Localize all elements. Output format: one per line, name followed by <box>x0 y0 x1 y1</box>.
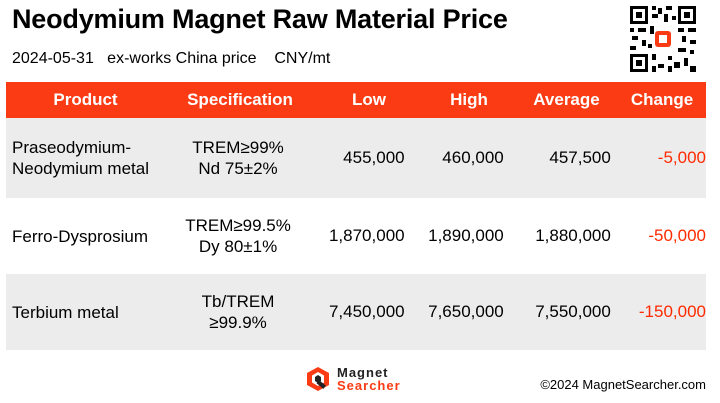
product-name-line: Ferro-Dysprosium <box>12 226 149 246</box>
specification-line: TREM≥99% <box>192 138 284 157</box>
column-header-average: Average <box>533 90 600 109</box>
average-price-cell: 457,500 <box>549 148 611 167</box>
specification-line: TREM≥99.5% <box>185 216 291 235</box>
table-row: Terbium metal Tb/TREM ≥99.9% 7,450,000 7… <box>6 274 706 350</box>
logo-line-1: Magnet <box>337 365 389 380</box>
magnet-searcher-logo-icon <box>307 367 329 391</box>
specification-line: Dy 80±1% <box>198 237 278 256</box>
specification-cell: TREM≥99% Nd 75±2% <box>164 137 313 179</box>
change-cell: -5,000 <box>657 148 706 167</box>
column-header-specification: Specification <box>187 90 293 109</box>
product-name-line: Neodymium metal <box>12 159 149 178</box>
logo-line-2: Searcher <box>337 378 401 393</box>
high-price-cell: 7,650,000 <box>428 302 504 321</box>
product-cell: Praseodymium- Neodymium metal <box>6 137 164 179</box>
product-name-line: Praseodymium- <box>12 138 132 157</box>
qr-code-icon[interactable] <box>628 4 698 74</box>
column-header-high: High <box>450 90 488 109</box>
specification-cell: TREM≥99.5% Dy 80±1% <box>164 215 313 257</box>
copyright-notice: ©2024 MagnetSearcher.com <box>540 377 706 392</box>
high-price-cell: 460,000 <box>442 148 504 167</box>
change-cell: -150,000 <box>638 302 706 321</box>
column-header-low: Low <box>352 90 386 109</box>
average-price-cell: 1,880,000 <box>535 226 611 245</box>
change-cell: -50,000 <box>648 226 706 245</box>
specification-line: Nd 75±2% <box>198 159 278 178</box>
page-subtitle: 2024-05-31 ex-works China price CNY/mt <box>12 50 331 67</box>
table-row: Ferro-Dysprosium TREM≥99.5% Dy 80±1% 1,8… <box>6 198 706 274</box>
average-price-cell: 7,550,000 <box>535 302 611 321</box>
specification-line: Tb/TREM <box>201 292 275 311</box>
specification-line: ≥99.9% <box>209 313 267 332</box>
table-header: Product Specification Low High Average C… <box>6 82 706 118</box>
product-cell: Terbium metal <box>6 302 164 323</box>
product-name-line: Terbium metal <box>12 302 119 322</box>
low-price-cell: 1,870,000 <box>328 226 405 245</box>
column-header-product: Product <box>53 90 118 109</box>
column-header-change: Change <box>630 90 694 109</box>
price-table: Product Specification Low High Average C… <box>6 82 706 350</box>
magnet-searcher-logo[interactable]: Magnet Searcher <box>305 364 401 394</box>
high-price-cell: 1,890,000 <box>428 226 504 245</box>
page-title: Neodymium Magnet Raw Material Price <box>12 4 508 34</box>
logo-wordmark: Magnet Searcher <box>337 366 401 392</box>
table-row: Praseodymium- Neodymium metal TREM≥99% N… <box>6 118 706 198</box>
low-price-cell: 7,450,000 <box>328 302 405 321</box>
specification-cell: Tb/TREM ≥99.9% <box>164 291 313 333</box>
low-price-cell: 455,000 <box>343 148 405 167</box>
product-cell: Ferro-Dysprosium <box>6 226 164 247</box>
